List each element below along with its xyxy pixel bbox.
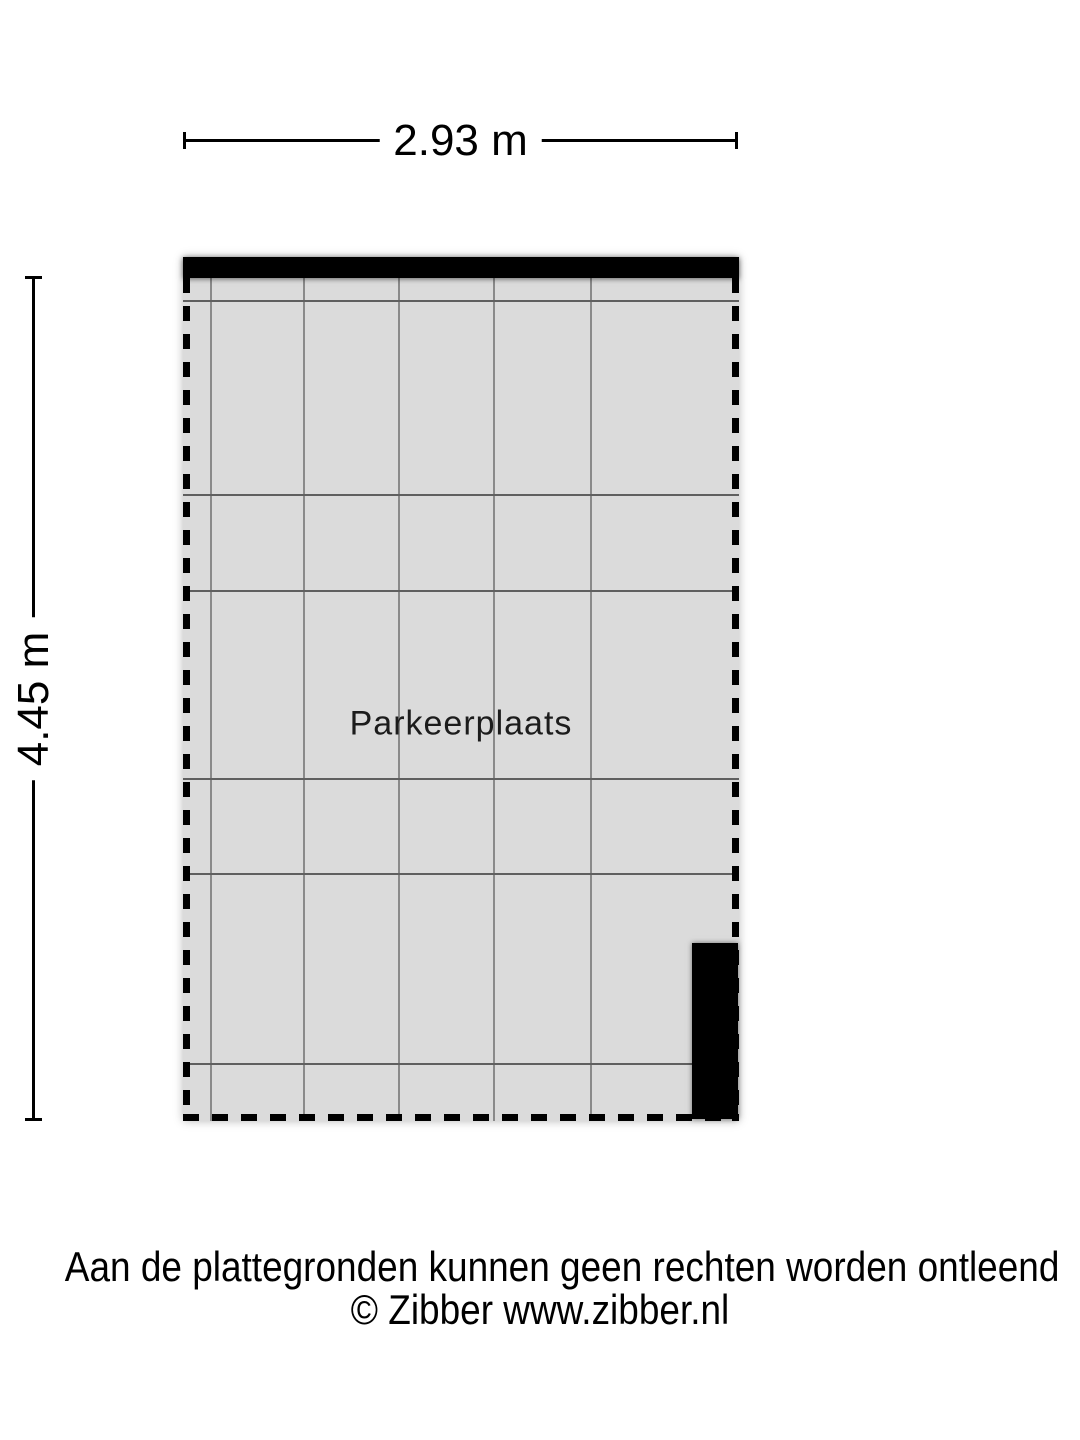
grid-line bbox=[493, 278, 495, 1121]
floor-area: Parkeerplaats bbox=[183, 278, 739, 1121]
height-dimension-label: 4.45 m bbox=[8, 617, 59, 780]
dashed-boundary-right bbox=[732, 278, 739, 1121]
width-dimension: 2.93 m bbox=[183, 115, 738, 166]
room-label: Parkeerplaats bbox=[349, 704, 573, 743]
dashed-boundary-bottom bbox=[183, 1114, 739, 1121]
grid-line bbox=[590, 278, 592, 1121]
grid-line bbox=[183, 590, 739, 592]
width-dimension-label: 2.93 m bbox=[379, 115, 542, 166]
height-dimension-start-tick bbox=[25, 276, 42, 279]
grid-line bbox=[183, 494, 739, 496]
disclaimer-text: Aan de plattegronden kunnen geen rechten… bbox=[64, 1243, 1060, 1290]
width-dimension-end-tick bbox=[735, 132, 738, 149]
grid-line bbox=[183, 778, 739, 780]
parking-space-plan: Parkeerplaats bbox=[183, 257, 739, 1121]
pillar-wall bbox=[692, 943, 738, 1119]
height-dimension-end-tick bbox=[25, 1118, 42, 1121]
width-dimension-start-tick bbox=[183, 132, 186, 149]
grid-line bbox=[210, 278, 212, 1121]
top-wall bbox=[183, 257, 739, 278]
dashed-boundary-left bbox=[183, 278, 190, 1121]
copyright-text: © Zibber www.zibber.nl bbox=[350, 1286, 730, 1333]
height-dimension: 4.45 m bbox=[8, 276, 59, 1121]
grid-line bbox=[398, 278, 400, 1121]
footer: Aan de plattegronden kunnen geen rechten… bbox=[64, 1243, 1060, 1333]
grid-line bbox=[183, 873, 739, 875]
grid-line bbox=[303, 278, 305, 1121]
grid-line bbox=[183, 1063, 739, 1065]
grid-line bbox=[183, 300, 739, 302]
